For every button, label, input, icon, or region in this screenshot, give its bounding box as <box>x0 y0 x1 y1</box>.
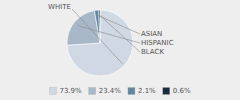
legend-swatch <box>49 88 56 95</box>
legend-label: 0.6% <box>173 87 191 95</box>
leader-line <box>72 9 123 64</box>
legend-item: 0.6% <box>163 87 191 95</box>
legend-label: 23.4% <box>99 87 122 95</box>
slice-label: ASIAN <box>141 30 162 38</box>
legend-label: 73.9% <box>59 87 82 95</box>
pie-slice <box>67 10 100 45</box>
legend: 73.9% 23.4% 2.1% 0.6% <box>49 87 190 95</box>
legend-item: 73.9% <box>49 87 82 95</box>
chart: WHITE HISPANICASIAN BLACK 73.9% 23.4% 2.1% 0.6… <box>0 0 240 100</box>
leader-line <box>97 15 140 34</box>
annotations: WHITE HISPANICASIAN BLACK <box>48 3 174 64</box>
leader-line <box>78 26 140 43</box>
slice-label: HISPANIC <box>141 39 174 47</box>
background <box>0 0 240 100</box>
legend-item: 23.4% <box>89 87 122 95</box>
legend-item: 2.1% <box>128 87 156 95</box>
legend-label: 2.1% <box>138 87 156 95</box>
legend-swatch <box>128 88 135 95</box>
slice-label: BLACK <box>141 48 164 56</box>
pie <box>67 10 133 76</box>
legend-swatch <box>163 88 170 95</box>
legend-swatch <box>89 88 96 95</box>
leader-line <box>99 15 140 52</box>
pie-slice <box>67 10 133 76</box>
slice-label: WHITE <box>48 3 71 11</box>
